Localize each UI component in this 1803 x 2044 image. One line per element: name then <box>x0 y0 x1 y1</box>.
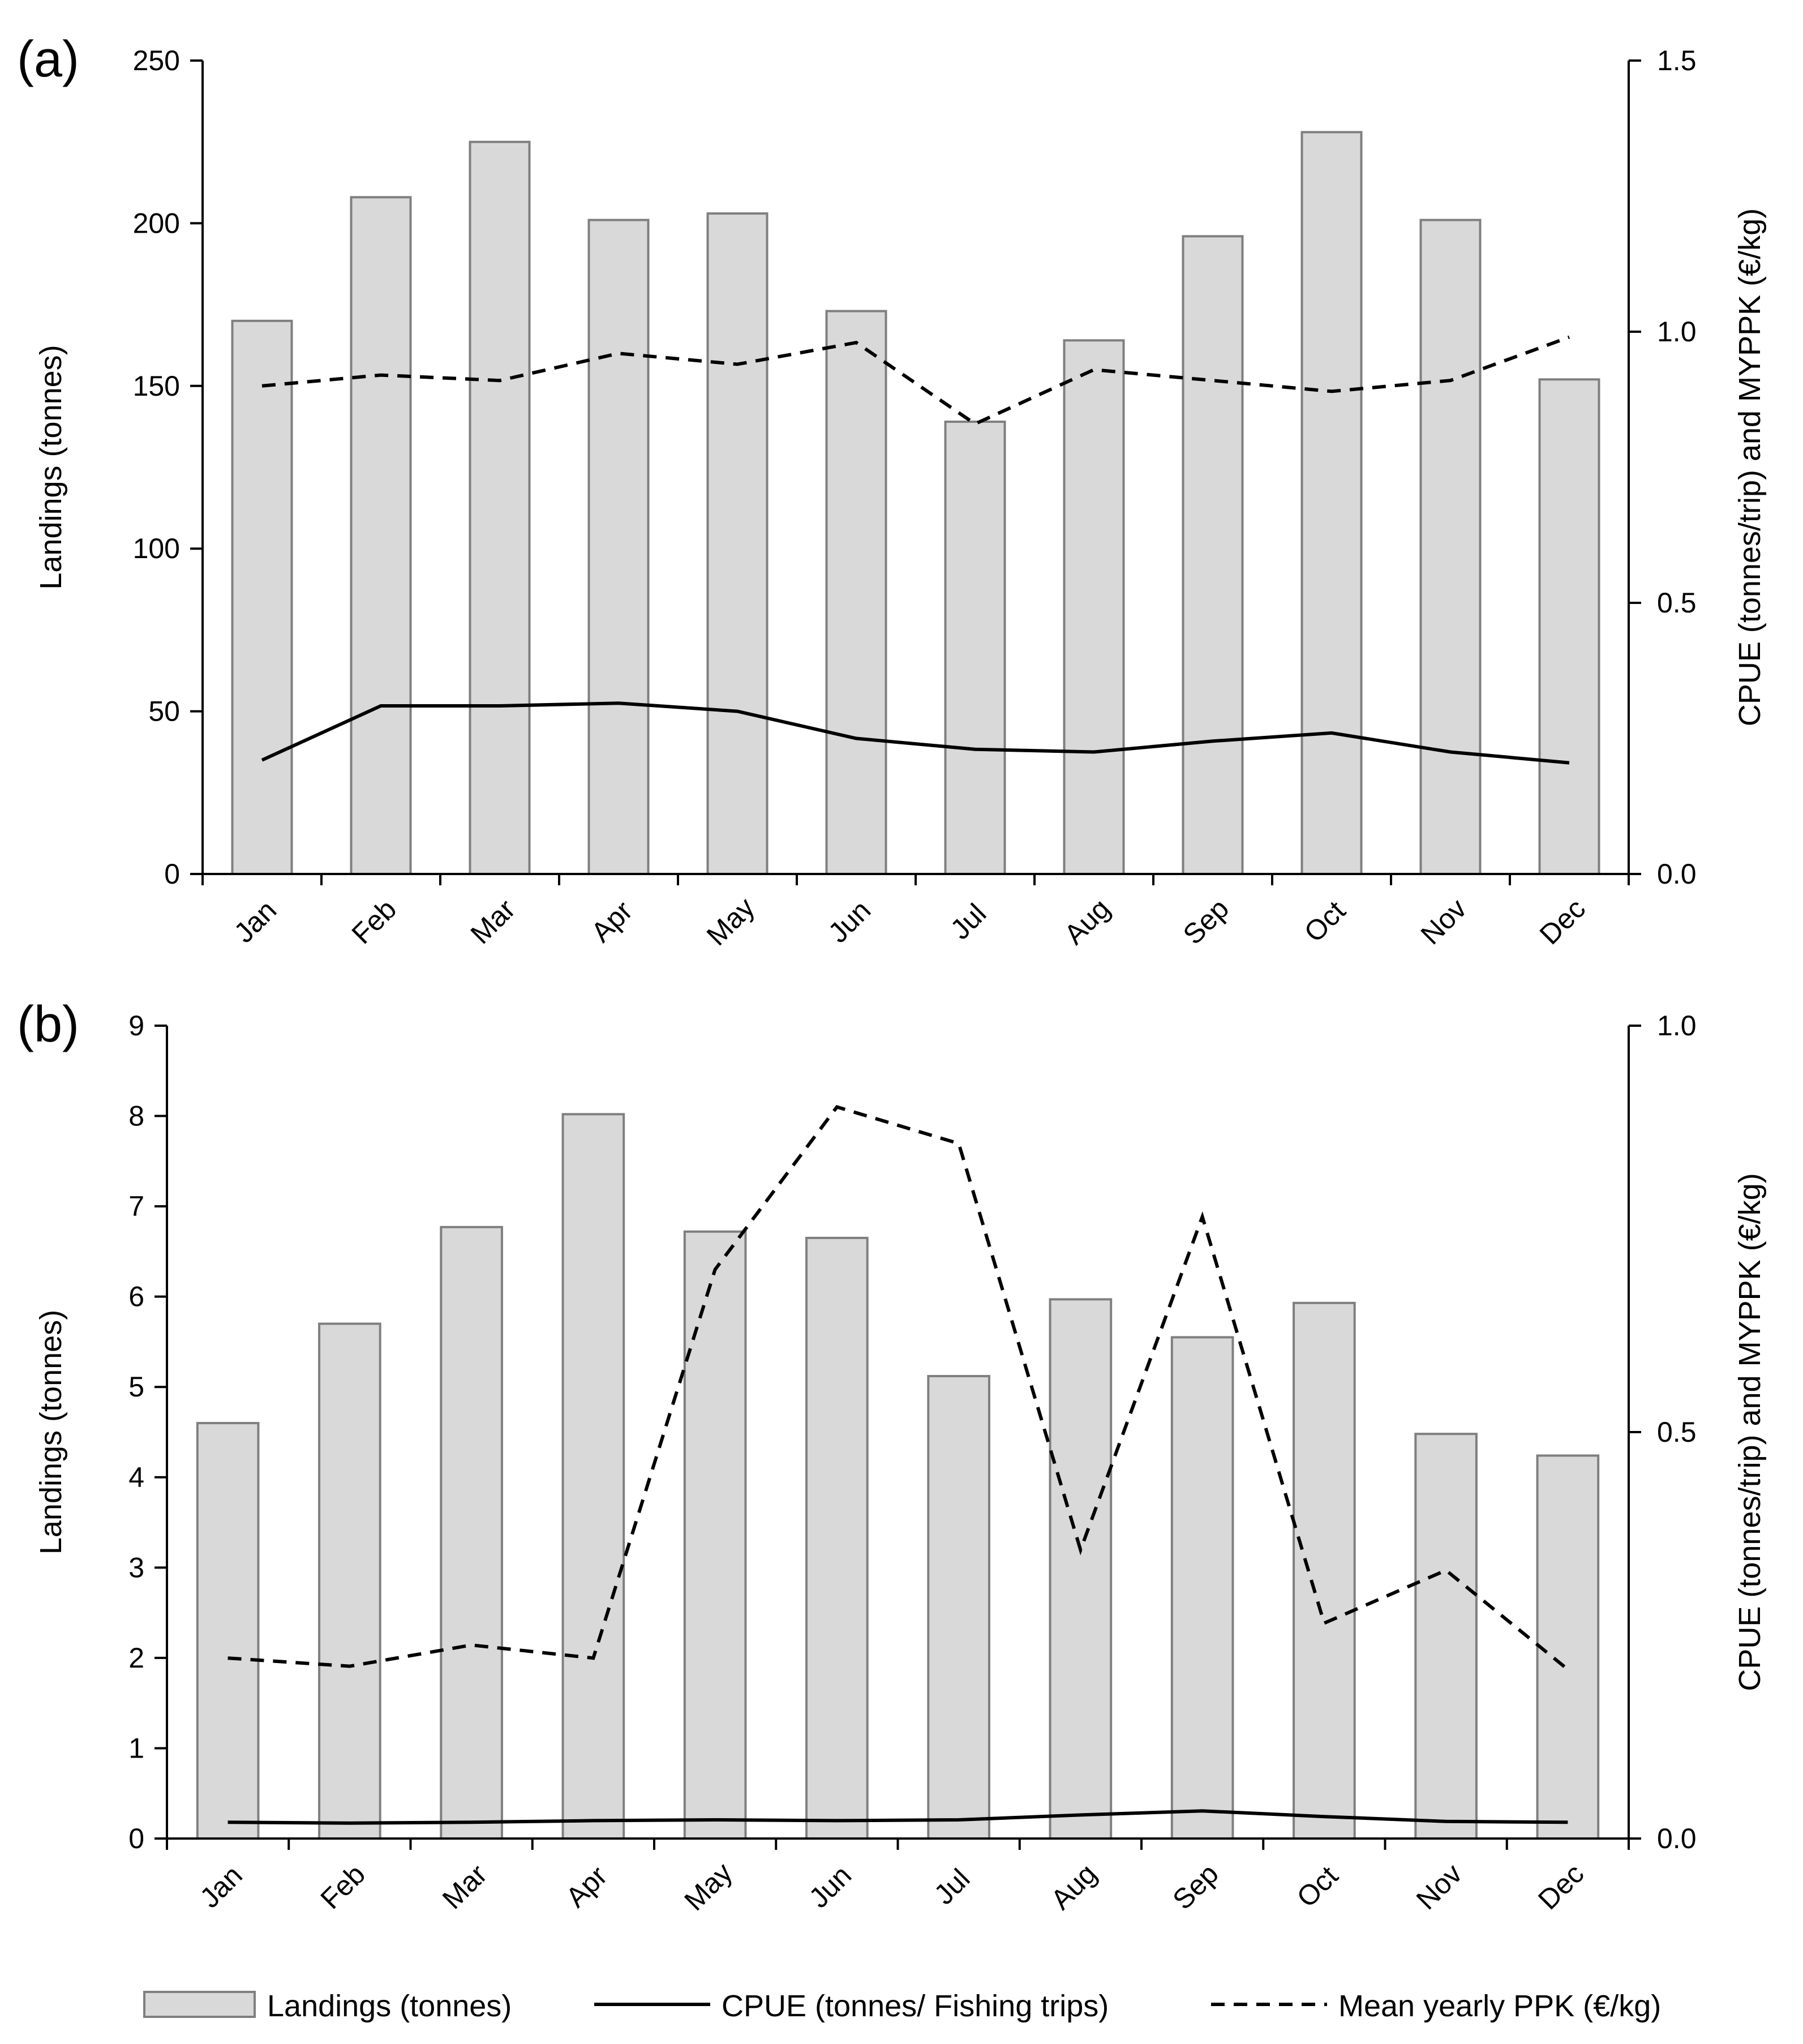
category-label: May <box>678 1857 738 1917</box>
category-label: Aug <box>1045 1858 1103 1916</box>
left-tick-label: 0 <box>164 858 180 890</box>
category-label: Apr <box>560 1860 613 1914</box>
left-tick-label: 4 <box>128 1462 144 1493</box>
legend-label: CPUE (tonnes/ Fishing trips) <box>722 1989 1109 2023</box>
bar-nov <box>1419 218 1482 876</box>
bar-jul <box>944 421 1006 875</box>
bar-feb <box>350 196 412 875</box>
left-tick-label: 200 <box>133 207 180 239</box>
category-label: Sep <box>1177 893 1235 951</box>
bar-may <box>683 1230 747 1840</box>
right-tick-label: 0.5 <box>1657 587 1697 619</box>
left-tick-label: 6 <box>128 1281 144 1313</box>
y-axis-title: Landings (tonnes) <box>34 345 68 589</box>
bar-jun <box>805 1236 869 1840</box>
category-label: Jul <box>928 1863 976 1911</box>
bar-jun <box>825 310 887 875</box>
legend: Landings (tonnes) CPUE (tonnes/ Fishing t… <box>143 1989 1661 2023</box>
legend-label: Landings (tonnes) <box>267 1989 512 2023</box>
right-tick-label: 0.5 <box>1657 1416 1697 1448</box>
y2-axis-title: CPUE (tonnes/trip) and MYPPK (€/kg) <box>1733 208 1767 726</box>
category-label: Jul <box>945 898 993 946</box>
bar-apr <box>587 218 650 876</box>
left-tick-label: 250 <box>133 45 180 76</box>
bar-nov <box>1414 1433 1478 1840</box>
legend-swatch-landings <box>143 1991 256 2018</box>
panel-label: (b) <box>17 996 79 1053</box>
cpue-series-line <box>227 1809 1568 1825</box>
bar-mar <box>469 140 531 876</box>
left-tick-label: 2 <box>128 1642 144 1674</box>
ppk-series-line <box>261 335 1570 426</box>
bar-aug <box>1063 339 1125 875</box>
right-tick-label: 0.0 <box>1657 1823 1697 1854</box>
bar-dec <box>1538 378 1600 875</box>
bar-sep <box>1182 235 1244 876</box>
bar-oct <box>1293 1301 1356 1840</box>
category-label: Jan <box>228 894 283 949</box>
category-label: Dec <box>1532 1858 1590 1916</box>
category-label: Mar <box>465 893 521 950</box>
left-tick-label: 8 <box>128 1100 144 1132</box>
right-tick-label: 1.0 <box>1657 316 1697 348</box>
legend-label: Mean yearly PPK (€/kg) <box>1338 1989 1661 2023</box>
y-axis-title: Landings (tonnes) <box>34 1310 68 1554</box>
left-tick-label: 5 <box>128 1371 144 1403</box>
bar-oct <box>1300 131 1363 875</box>
category-label: Jun <box>803 1859 858 1914</box>
category-label: Nov <box>1415 893 1473 950</box>
left-tick-label: 3 <box>128 1552 144 1583</box>
left-tick-label: 7 <box>128 1190 144 1222</box>
category-label: Dec <box>1534 893 1591 950</box>
category-label: Oct <box>1298 895 1352 949</box>
category-label: Feb <box>315 1858 372 1916</box>
category-label: Oct <box>1291 1860 1345 1914</box>
right-tick-label: 0.0 <box>1657 858 1697 890</box>
panel-a: (a) 0 50 100 150 200 250 0.0 0.5 1.0 1.5 Jan Feb Mar A… <box>17 31 1767 952</box>
right-tick-label: 1.5 <box>1657 45 1697 76</box>
category-label: Nov <box>1410 1858 1468 1916</box>
category-label: Jun <box>822 894 877 949</box>
bar-dec <box>1536 1454 1600 1840</box>
left-tick-label: 100 <box>133 533 180 564</box>
category-label: Aug <box>1058 893 1117 951</box>
right-tick-label: 1.0 <box>1657 1010 1697 1042</box>
category-label: Apr <box>585 895 639 949</box>
left-tick-label: 9 <box>128 1010 144 1042</box>
left-tick-label: 1 <box>128 1732 144 1764</box>
bar-feb <box>318 1322 381 1840</box>
category-label: May <box>701 892 761 952</box>
bar-may <box>706 212 769 875</box>
bar-jan <box>231 319 293 875</box>
category-label: Mar <box>436 1858 493 1915</box>
cpue-series-line <box>261 701 1570 765</box>
bar-aug <box>1049 1298 1113 1840</box>
left-tick-label: 50 <box>148 696 180 727</box>
ppk-series-line <box>227 1105 1569 1671</box>
y2-axis-title: CPUE (tonnes/trip) and MYPPK (€/kg) <box>1733 1173 1767 1691</box>
category-label: Sep <box>1166 1858 1225 1916</box>
bar-jul <box>927 1375 990 1840</box>
left-tick-label: 150 <box>133 370 180 402</box>
bar-jan <box>196 1422 260 1840</box>
left-tick-label: 0 <box>128 1823 144 1854</box>
panel-label: (a) <box>17 31 79 88</box>
category-label: Jan <box>194 1859 248 1914</box>
panel-b: (b) 0 1 2 3 4 5 6 7 8 9 0.0 0.5 1.0 Jan Feb Mar Apr May Jun… <box>17 996 1767 1917</box>
bar-sep <box>1170 1336 1234 1840</box>
bar-mar <box>440 1225 503 1840</box>
bar-apr <box>561 1113 625 1840</box>
category-label: Feb <box>346 893 403 950</box>
